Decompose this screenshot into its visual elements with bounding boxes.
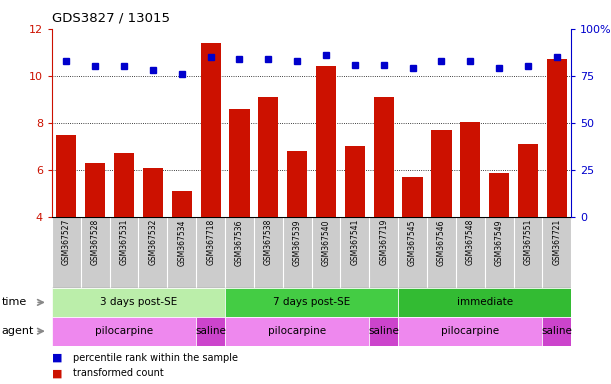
Bar (312, 217, 340, 288)
Bar (427, 217, 456, 288)
Bar (196, 317, 225, 346)
Bar (543, 317, 571, 346)
Text: pilocarpine: pilocarpine (441, 326, 499, 336)
Text: immediate: immediate (456, 297, 513, 308)
Bar (489, 174, 509, 217)
Text: percentile rank within the sample: percentile rank within the sample (73, 353, 238, 363)
Text: ■: ■ (52, 353, 62, 363)
Bar (316, 66, 336, 217)
Bar (167, 217, 196, 288)
Text: saline: saline (195, 326, 226, 336)
Bar (543, 217, 571, 288)
Text: GSM367528: GSM367528 (90, 219, 100, 265)
Text: GSM367551: GSM367551 (524, 219, 533, 265)
Bar (403, 177, 423, 217)
Bar (254, 217, 283, 288)
Text: GSM367539: GSM367539 (293, 219, 302, 266)
Text: GSM367534: GSM367534 (177, 219, 186, 266)
Bar (196, 217, 225, 288)
Text: GSM367545: GSM367545 (408, 219, 417, 266)
Bar (258, 97, 279, 217)
Text: time: time (2, 297, 27, 308)
Bar (85, 163, 105, 217)
Bar (143, 167, 163, 217)
Bar (225, 288, 398, 317)
Text: GSM367538: GSM367538 (264, 219, 273, 265)
Text: GDS3827 / 13015: GDS3827 / 13015 (52, 12, 170, 25)
Text: pilocarpine: pilocarpine (268, 326, 326, 336)
Bar (398, 288, 571, 317)
Bar (109, 217, 139, 288)
Bar (229, 109, 249, 217)
Bar (340, 217, 369, 288)
Bar (398, 317, 543, 346)
Bar (52, 317, 196, 346)
Text: GSM367540: GSM367540 (321, 219, 331, 266)
Bar (374, 97, 394, 217)
Bar (287, 151, 307, 217)
Bar (81, 217, 109, 288)
Text: 3 days post-SE: 3 days post-SE (100, 297, 177, 308)
Text: GSM367546: GSM367546 (437, 219, 446, 266)
Bar (52, 288, 225, 317)
Bar (514, 217, 543, 288)
Text: GSM367719: GSM367719 (379, 219, 388, 265)
Text: GSM367531: GSM367531 (120, 219, 128, 265)
Text: saline: saline (541, 326, 573, 336)
Text: saline: saline (368, 326, 399, 336)
Bar (114, 154, 134, 217)
Text: GSM367548: GSM367548 (466, 219, 475, 265)
Bar (172, 191, 192, 217)
Bar (431, 130, 452, 217)
Bar (225, 217, 254, 288)
Text: transformed count: transformed count (73, 368, 164, 378)
Text: GSM367532: GSM367532 (148, 219, 158, 265)
Bar (283, 217, 312, 288)
Bar (369, 317, 398, 346)
Text: GSM367718: GSM367718 (206, 219, 215, 265)
Bar (345, 146, 365, 217)
Text: GSM367541: GSM367541 (350, 219, 359, 265)
Bar (225, 317, 369, 346)
Bar (56, 135, 76, 217)
Text: 7 days post-SE: 7 days post-SE (273, 297, 350, 308)
Text: GSM367536: GSM367536 (235, 219, 244, 266)
Text: GSM367549: GSM367549 (495, 219, 503, 266)
Bar (369, 217, 398, 288)
Text: ■: ■ (52, 368, 62, 378)
Bar (518, 144, 538, 217)
Text: GSM367721: GSM367721 (552, 219, 562, 265)
Bar (460, 122, 480, 217)
Text: GSM367527: GSM367527 (62, 219, 71, 265)
Bar (52, 217, 81, 288)
Text: agent: agent (2, 326, 34, 336)
Bar (139, 217, 167, 288)
Text: pilocarpine: pilocarpine (95, 326, 153, 336)
Bar (200, 43, 221, 217)
Bar (398, 217, 427, 288)
Bar (485, 217, 514, 288)
Bar (547, 60, 567, 217)
Bar (456, 217, 485, 288)
